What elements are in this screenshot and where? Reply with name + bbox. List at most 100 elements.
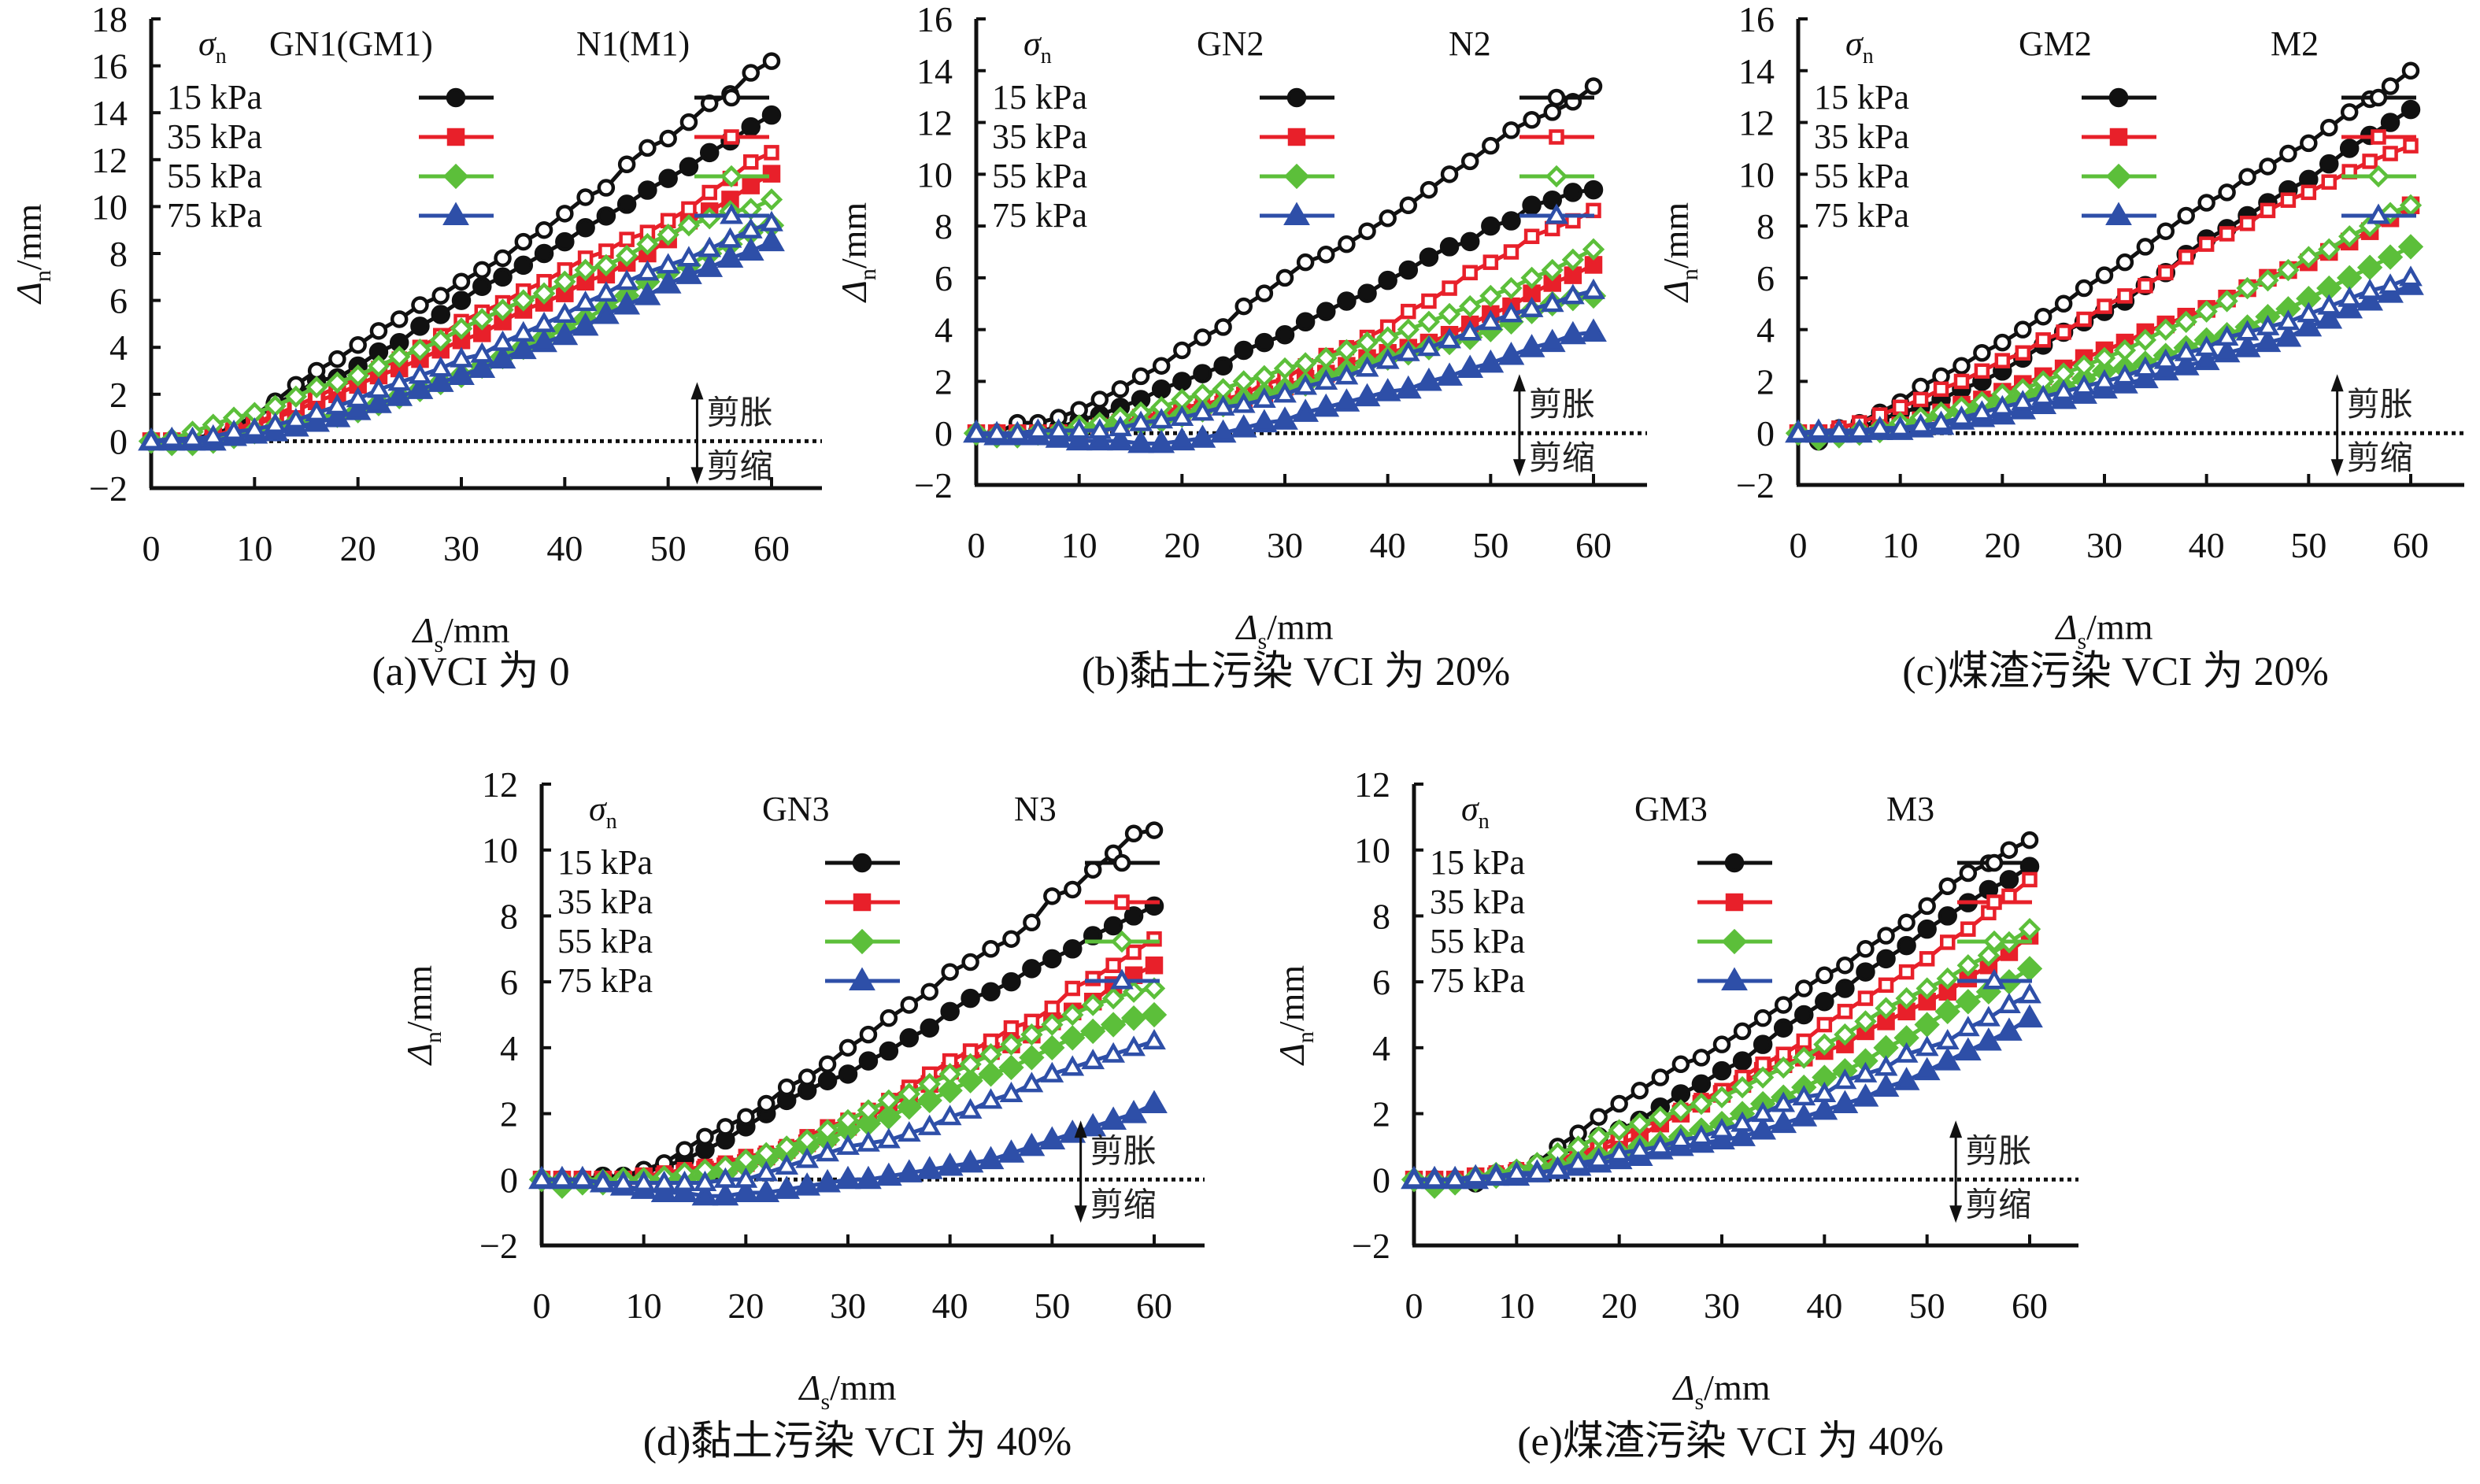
data-point (406, 376, 434, 399)
x-tick-label: 60 (1136, 1286, 1172, 1326)
data-point (1477, 349, 1505, 373)
panel-caption: (a)VCI 为 0 (372, 649, 569, 694)
data-point (1100, 1012, 1127, 1038)
data-point (1916, 977, 1938, 1000)
data-point (1402, 1167, 1426, 1188)
data-point (698, 236, 722, 257)
data-point (814, 1168, 841, 1193)
data-point (1878, 977, 1894, 994)
dilation-label: 剪胀 (2347, 385, 2413, 424)
data-point (592, 300, 620, 324)
y-axis-unit: /mm (1271, 965, 1312, 1032)
data-point (1497, 342, 1525, 365)
data-point (1060, 1025, 1086, 1051)
data-point (555, 231, 575, 252)
data-point (1856, 962, 1875, 982)
data-point (1847, 418, 1871, 439)
data-point (1691, 1074, 1712, 1094)
y-tick-label: 10 (916, 154, 953, 194)
data-point (659, 129, 677, 148)
data-point (941, 963, 959, 981)
data-point (1999, 870, 2019, 890)
data-point (877, 1089, 901, 1112)
data-point (638, 180, 657, 200)
x-tick-label: 10 (1061, 525, 1097, 565)
x-tick-label: 50 (1909, 1286, 1945, 1326)
data-point (938, 1063, 961, 1086)
y-tick-label: 2 (935, 361, 953, 402)
data-point (448, 361, 475, 385)
data-point (879, 1041, 899, 1061)
data-point (1499, 302, 1523, 323)
data-point (1079, 1112, 1107, 1137)
data-point (1897, 935, 1916, 956)
data-point (2403, 138, 2419, 154)
data-point (2016, 1004, 2043, 1028)
data-point (1022, 959, 1042, 979)
data-point (2279, 144, 2297, 163)
data-point (1443, 1167, 1468, 1188)
data-point (1827, 418, 1851, 439)
data-point (1149, 408, 1174, 429)
legend-sigma-label: σn (1845, 24, 1874, 68)
data-point (696, 254, 724, 277)
x-tick-label: 20 (1164, 525, 1200, 565)
data-point (1275, 268, 1294, 287)
arrow-down-icon (1512, 459, 1526, 477)
legend-marker (724, 129, 739, 145)
data-point (773, 1175, 801, 1199)
data-point (652, 1170, 676, 1191)
data-point (1559, 320, 1586, 345)
data-point (326, 371, 349, 394)
data-point (1338, 235, 1356, 254)
legend-row-label: 55 kPa (1814, 157, 1909, 195)
data-point (1793, 1046, 1816, 1069)
data-point (2093, 368, 2116, 390)
data-point (1464, 1164, 1488, 1185)
data-point (754, 1160, 779, 1182)
data-point (979, 1043, 1002, 1066)
data-point (468, 354, 496, 379)
legend-marker (1110, 968, 1134, 990)
data-point (1877, 927, 1895, 945)
data-point (2238, 168, 2256, 186)
dilation-label: 剪胀 (706, 393, 772, 431)
data-point (1131, 367, 1150, 386)
y-axis-title: Δn/mm (1656, 202, 1703, 304)
data-point (1541, 258, 1564, 282)
data-point (1145, 821, 1164, 839)
data-point (428, 356, 453, 377)
y-axis-title: Δn/mm (1271, 965, 1319, 1067)
data-point (1831, 1090, 1859, 1114)
data-point (1523, 111, 1541, 129)
data-point (1857, 990, 1874, 1006)
data-point (1481, 216, 1501, 236)
legend-row-label: 15 kPa (167, 78, 262, 117)
y-tick-label: −2 (479, 1226, 518, 1266)
data-point (2336, 294, 2363, 319)
data-point (2095, 266, 2114, 284)
data-point (1994, 353, 2011, 368)
data-point (2256, 314, 2280, 335)
x-tick-label: 10 (236, 528, 272, 568)
data-point (594, 281, 618, 302)
y-tick-label: 12 (1354, 764, 1390, 805)
data-point (1770, 1109, 1797, 1134)
data-point (757, 1094, 775, 1113)
y-tick-label: 12 (1738, 103, 1775, 143)
data-point (2317, 294, 2341, 315)
legend-marker (1721, 967, 1748, 990)
data-point (1090, 390, 1109, 409)
data-point (1460, 231, 1480, 252)
legend-marker (2367, 203, 2390, 224)
data-point (1607, 1141, 1631, 1162)
legend-marker (1549, 129, 1564, 145)
x-tick-label: 60 (2393, 525, 2429, 565)
data-point (691, 1182, 719, 1206)
data-point (1523, 228, 1540, 245)
data-point (1127, 429, 1154, 453)
data-point (2113, 364, 2137, 385)
data-point (2260, 202, 2276, 219)
